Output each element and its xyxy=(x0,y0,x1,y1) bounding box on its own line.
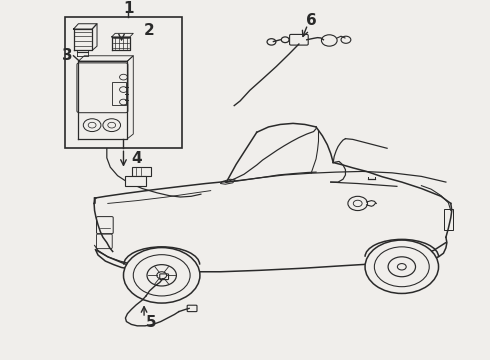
Text: 6: 6 xyxy=(306,13,317,28)
Text: 1: 1 xyxy=(123,1,134,16)
Text: 3: 3 xyxy=(62,48,73,63)
Text: 2: 2 xyxy=(144,23,154,39)
Text: 5: 5 xyxy=(146,315,156,330)
Circle shape xyxy=(348,196,368,211)
FancyBboxPatch shape xyxy=(65,17,182,148)
FancyBboxPatch shape xyxy=(125,176,146,186)
Circle shape xyxy=(123,248,200,303)
Text: 4: 4 xyxy=(131,152,142,166)
Circle shape xyxy=(365,240,439,293)
FancyBboxPatch shape xyxy=(132,167,151,176)
